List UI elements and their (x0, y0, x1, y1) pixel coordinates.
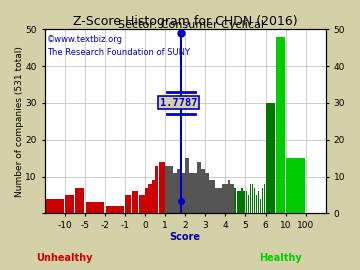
Bar (230, 184, 232, 214)
Bar (256, 195, 257, 214)
Bar (173, 173, 177, 214)
Bar (185, 158, 189, 214)
Bar (276, 36, 285, 214)
Text: Unhealthy: Unhealthy (36, 252, 93, 262)
Bar (206, 173, 208, 214)
Text: The Research Foundation of SUNY: The Research Foundation of SUNY (48, 48, 190, 57)
Bar (241, 188, 243, 214)
Bar (253, 188, 256, 214)
Bar (177, 169, 181, 214)
Bar (132, 191, 138, 214)
Bar (148, 184, 152, 214)
Bar (243, 191, 246, 214)
Bar (105, 206, 124, 214)
Bar (287, 158, 305, 214)
Bar (162, 162, 165, 214)
Bar (152, 180, 155, 214)
Bar (246, 191, 247, 214)
Bar (202, 169, 205, 214)
Bar (197, 162, 201, 214)
Text: 1.7787: 1.7787 (160, 98, 198, 108)
Bar (266, 103, 275, 214)
Bar (139, 195, 145, 214)
Bar (248, 195, 249, 214)
Bar (209, 180, 212, 214)
X-axis label: Score: Score (170, 231, 201, 241)
Y-axis label: Number of companies (531 total): Number of companies (531 total) (15, 46, 24, 197)
Bar (258, 191, 260, 214)
Bar (219, 188, 222, 214)
Bar (232, 184, 234, 214)
Text: Healthy: Healthy (259, 252, 302, 262)
Bar (239, 191, 241, 214)
Bar (181, 173, 185, 214)
Bar (86, 202, 104, 214)
Bar (65, 195, 74, 214)
Bar (165, 166, 169, 214)
Bar (234, 188, 237, 214)
Text: ©www.textbiz.org: ©www.textbiz.org (48, 35, 123, 44)
Title: Z-Score Histogram for CHDN (2016): Z-Score Histogram for CHDN (2016) (73, 15, 297, 28)
Bar (155, 166, 158, 214)
Bar (252, 184, 253, 214)
Bar (222, 184, 225, 214)
Bar (169, 166, 173, 214)
Bar (125, 195, 131, 214)
Bar (212, 180, 215, 214)
Bar (237, 191, 239, 214)
Bar (45, 199, 64, 214)
Bar (249, 184, 251, 214)
Bar (158, 162, 162, 214)
Text: Sector: Consumer Cyclical: Sector: Consumer Cyclical (118, 20, 264, 30)
Bar (228, 180, 230, 214)
Bar (262, 188, 264, 214)
Bar (145, 188, 148, 214)
Bar (189, 173, 193, 214)
Bar (193, 173, 197, 214)
Bar (75, 188, 84, 214)
Bar (260, 199, 261, 214)
Bar (225, 184, 228, 214)
Bar (216, 188, 219, 214)
Bar (264, 184, 265, 214)
